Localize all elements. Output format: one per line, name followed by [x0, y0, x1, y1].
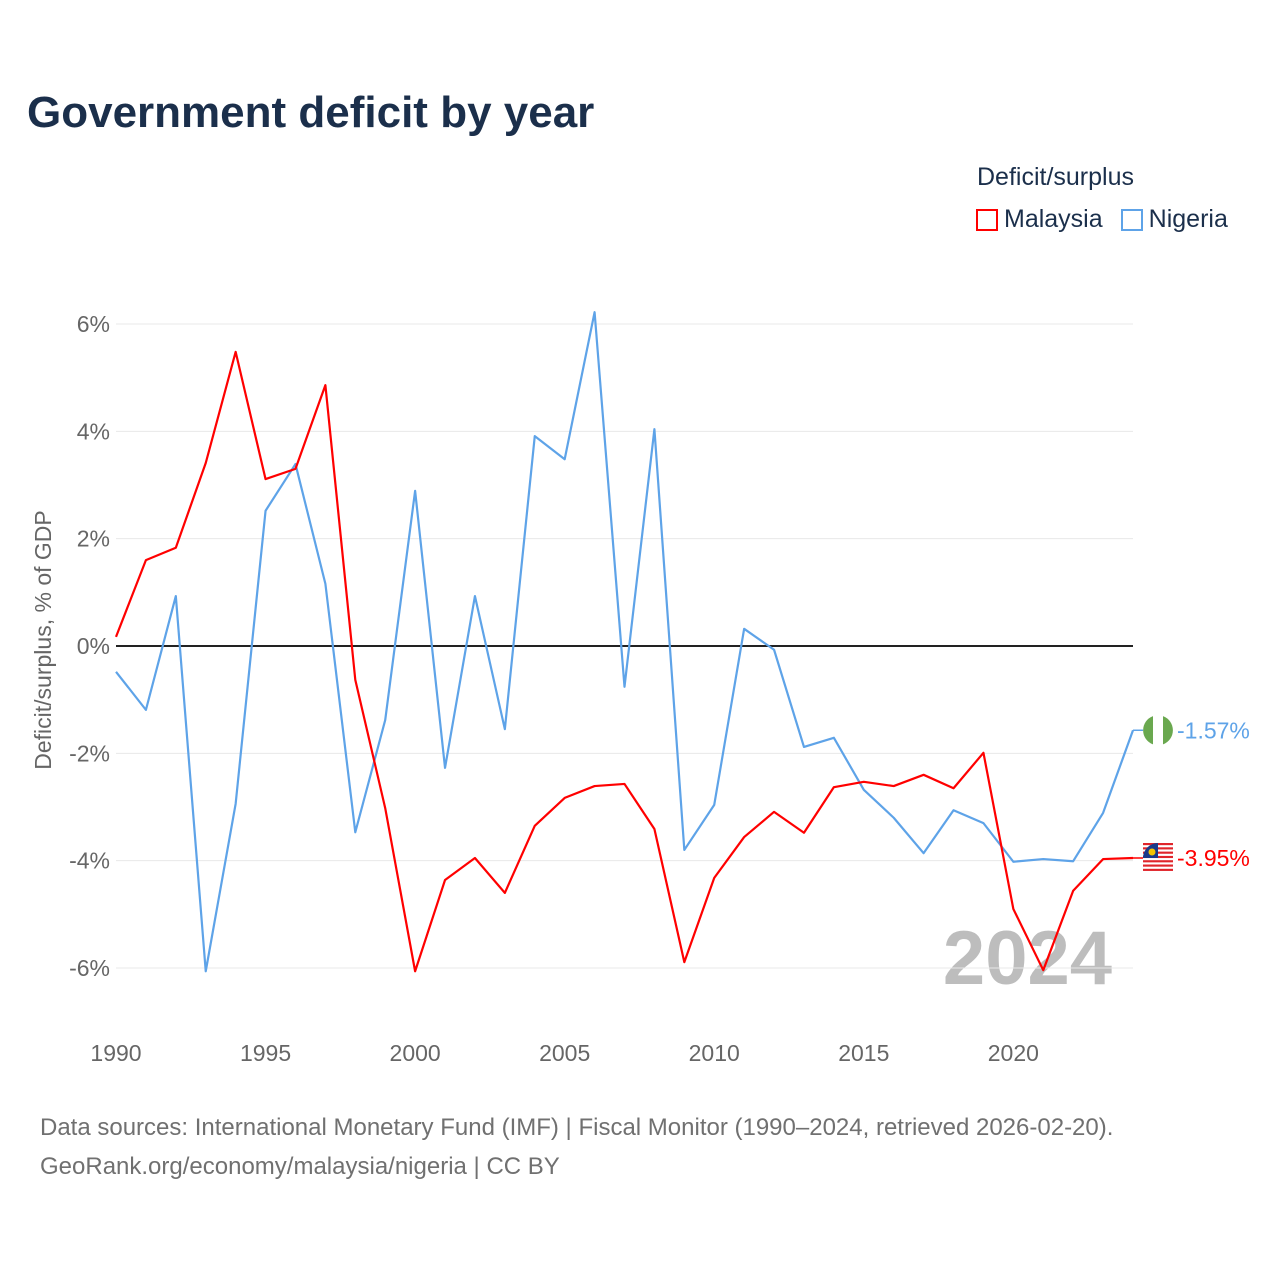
x-tick-label: 2010 [689, 1040, 740, 1066]
source-note: Data sources: International Monetary Fun… [40, 1108, 1113, 1186]
legend-item-nigeria[interactable]: Nigeria [1120, 205, 1228, 234]
legend-swatch-nigeria [1120, 208, 1143, 231]
end-value-label-malaysia: -3.95% [1177, 845, 1250, 871]
flag-icon-nigeria [1143, 715, 1173, 746]
series-line-nigeria[interactable] [115, 311, 1135, 973]
y-tick-label: -4% [69, 848, 110, 874]
x-tick-label: 2000 [390, 1040, 441, 1066]
chart-title: Government deficit by year [27, 88, 595, 137]
y-axis-label: Deficit/surplus, % of GDP [30, 510, 56, 769]
year-watermark: 2024 [943, 916, 1112, 1001]
legend-swatch-malaysia [976, 208, 998, 231]
legend-item-malaysia[interactable]: Malaysia [976, 205, 1103, 234]
x-tick-label: 2005 [539, 1040, 590, 1066]
y-tick-label: 6% [77, 311, 110, 337]
x-tick-label: 2015 [838, 1040, 889, 1066]
x-tick-label: 1990 [90, 1040, 141, 1066]
y-tick-label: -6% [69, 955, 110, 981]
legend-label-nigeria: Nigeria [1148, 205, 1228, 233]
series-line-malaysia[interactable] [114, 350, 1134, 973]
source-line-2[interactable]: GeoRank.org/economy/malaysia/nigeria | C… [40, 1153, 560, 1180]
end-value-label-nigeria: -1.57% [1177, 717, 1250, 743]
legend: Malaysia Nigeria [976, 205, 1228, 234]
y-tick-label: 4% [77, 418, 110, 444]
legend-label-malaysia: Malaysia [1004, 205, 1103, 233]
x-tick-label: 2020 [988, 1040, 1039, 1066]
y-tick-label: 0% [77, 633, 110, 659]
x-tick-label: 1995 [240, 1040, 291, 1066]
flag-icon-malaysia [1143, 843, 1173, 874]
legend-title: Deficit/surplus [977, 163, 1134, 191]
y-tick-label: -2% [69, 740, 110, 766]
source-line-1: Data sources: International Monetary Fun… [40, 1114, 1114, 1141]
y-tick-label: 2% [77, 526, 110, 552]
